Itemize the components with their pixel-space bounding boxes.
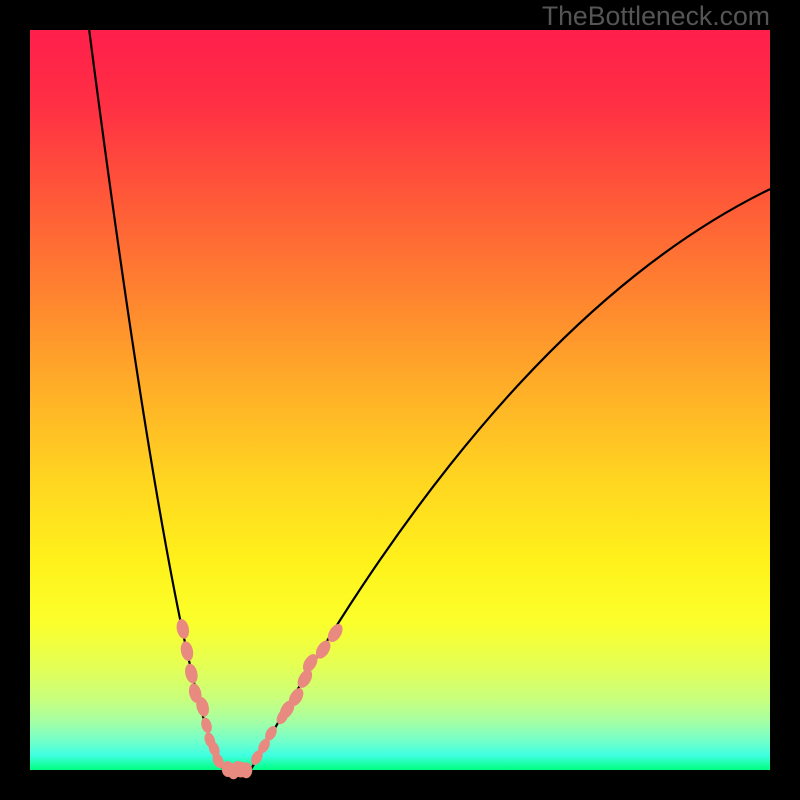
data-marker — [183, 662, 199, 684]
data-marker — [179, 640, 195, 662]
curve-layer — [30, 30, 770, 770]
watermark-text: TheBottleneck.com — [542, 1, 770, 32]
plot-area — [30, 30, 770, 770]
data-marker — [199, 716, 213, 734]
data-marker — [175, 618, 191, 640]
data-marker — [240, 762, 252, 778]
chart-container: TheBottleneck.com — [0, 0, 800, 800]
marker-group — [175, 618, 346, 779]
